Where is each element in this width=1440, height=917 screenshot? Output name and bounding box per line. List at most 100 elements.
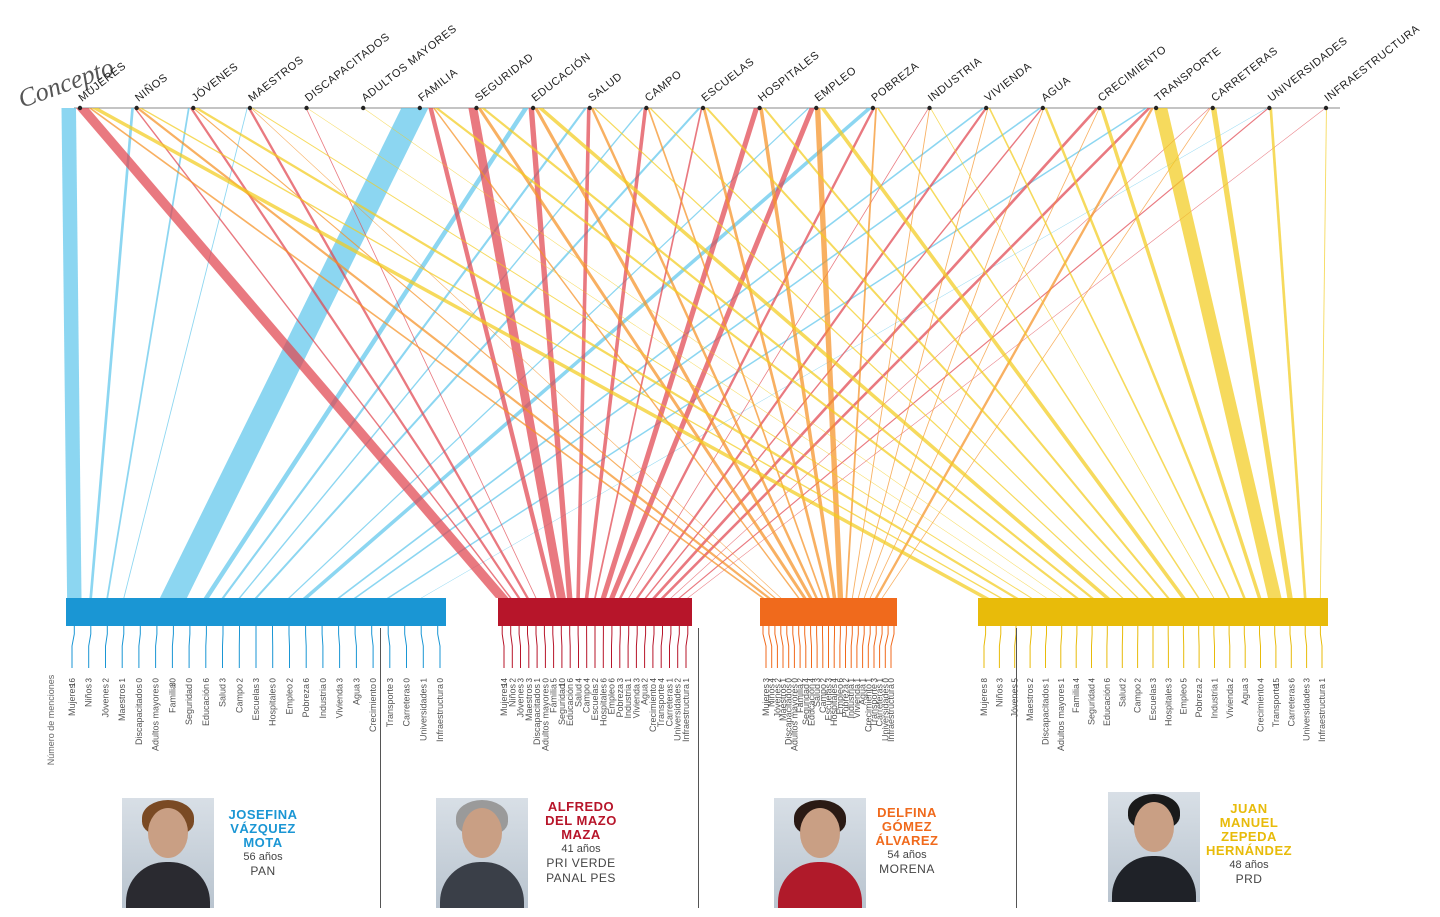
tick-line — [660, 626, 663, 668]
tick-label: Infraestructura — [435, 684, 445, 742]
tick-label: Transporte — [656, 684, 666, 727]
tick-value: 3 — [813, 677, 822, 682]
tick-label: Empleo — [835, 684, 845, 715]
tick-value: 2 — [508, 677, 517, 682]
ribbon — [305, 108, 537, 598]
ribbon — [106, 108, 190, 598]
tick-label: Pobreza — [1194, 684, 1204, 718]
tick-value: 2 — [674, 677, 683, 682]
tick-label: Hospitales — [1163, 684, 1173, 727]
tick-line — [171, 626, 174, 668]
tick-line — [780, 626, 784, 668]
tick-value: 4 — [768, 677, 777, 682]
candidate-party: PRD — [1235, 872, 1263, 886]
ribbon — [649, 108, 1139, 598]
ribbon — [814, 108, 844, 598]
tick-line — [71, 626, 75, 668]
candidate-photo — [774, 798, 866, 908]
tick-line — [1091, 626, 1093, 668]
tick-line — [635, 626, 638, 668]
tick-value: 0 — [887, 677, 896, 682]
concept-label: ADULTOS MAYORES — [360, 23, 460, 105]
tick-line — [774, 626, 778, 668]
tick-value: 3 — [352, 677, 361, 682]
ticks-layer: 16Mujeres3Niños2Jóvenes1Maestros0Discapa… — [67, 626, 1327, 751]
tick-line — [535, 626, 538, 668]
tick-label: Crecimiento — [1256, 684, 1266, 732]
tick-value: 1 — [1210, 677, 1219, 682]
tick-label: Seguridad — [801, 684, 811, 725]
concept-dot — [700, 105, 706, 111]
candidate-photo — [122, 798, 214, 908]
tick-label: Discapacitados — [784, 684, 794, 746]
candidate-photo — [436, 798, 528, 908]
tick-label: Seguridad — [557, 684, 567, 725]
concept-dot — [814, 105, 819, 111]
tick-value: 6 — [1287, 677, 1296, 682]
tick-value: 2 — [1134, 677, 1143, 682]
tick-label: Niños — [84, 684, 94, 708]
tick-line — [354, 626, 357, 668]
tick-value: 2 — [1026, 677, 1035, 682]
tick-label: Vivienda — [631, 684, 641, 718]
ribbon — [930, 108, 1215, 598]
tick-value: 1 — [682, 677, 691, 682]
concept-dot — [1210, 105, 1215, 111]
tick-line — [1319, 626, 1323, 668]
tick-label: Seguridad — [184, 684, 194, 725]
tick-line — [288, 626, 290, 668]
tick-label: Industria — [1209, 684, 1219, 719]
ribbon — [534, 108, 813, 598]
ribbon — [123, 108, 248, 598]
candidate-party: MORENA — [879, 862, 935, 876]
tick-label: Industria — [846, 684, 856, 719]
tick-label: Infraestructura — [1317, 684, 1327, 742]
ribbon — [702, 108, 830, 598]
tick-line — [1045, 626, 1047, 668]
concept-dot — [1040, 105, 1046, 111]
tick-value: 0 — [269, 677, 278, 682]
tick-value: 1 — [533, 677, 542, 682]
tick-line — [862, 626, 865, 668]
tick-value: 0 — [369, 677, 378, 682]
concept-label: INDUSTRIA — [926, 55, 984, 104]
tick-value: 4 — [574, 677, 583, 682]
tick-value: 0 — [185, 677, 194, 682]
tick-line — [619, 626, 621, 668]
tick-line — [867, 626, 871, 668]
ribbon — [432, 108, 800, 598]
ribbon — [600, 108, 760, 598]
tick-label: Discapacitados — [532, 684, 542, 746]
tick-label: Pobreza — [301, 684, 311, 718]
tick-label: Jóvenes — [1010, 684, 1020, 718]
ribbon — [135, 108, 771, 598]
concept-label: EMPLEO — [813, 64, 859, 104]
candidate-bar — [66, 598, 446, 626]
candidate-age: 41 años — [561, 843, 601, 855]
divider-2 — [698, 628, 699, 908]
tick-value: 30 — [168, 677, 177, 686]
candidate-name: DELFINA GÓMEZ ÁLVAREZ — [875, 805, 939, 848]
tick-line — [105, 626, 108, 668]
tick-label: Hospitales — [829, 684, 839, 727]
tick-label: Familia — [549, 684, 559, 713]
tick-line — [850, 626, 853, 668]
tick-label: Vivienda — [1225, 684, 1235, 718]
tick-value: 3 — [616, 677, 625, 682]
tick-value: 1 — [864, 677, 873, 682]
tick-value: 3 — [85, 677, 94, 682]
candidate-age: 54 años — [887, 849, 927, 861]
tick-label: Campo — [1133, 684, 1143, 713]
concept-dot — [1267, 105, 1272, 111]
tick-label: Escuelas — [1148, 684, 1158, 721]
concept-dot — [474, 105, 479, 111]
ribbon — [874, 108, 1154, 598]
tick-value: 0 — [436, 677, 445, 682]
tick-label: Familia — [1071, 684, 1081, 713]
tick-value: 2 — [1226, 677, 1235, 682]
tick-label: Universidades — [1302, 684, 1312, 742]
tick-value: 0 — [790, 677, 799, 682]
tick-label: Educación — [201, 684, 211, 726]
tick-label: Campo — [582, 684, 592, 713]
ribbon — [133, 108, 512, 598]
